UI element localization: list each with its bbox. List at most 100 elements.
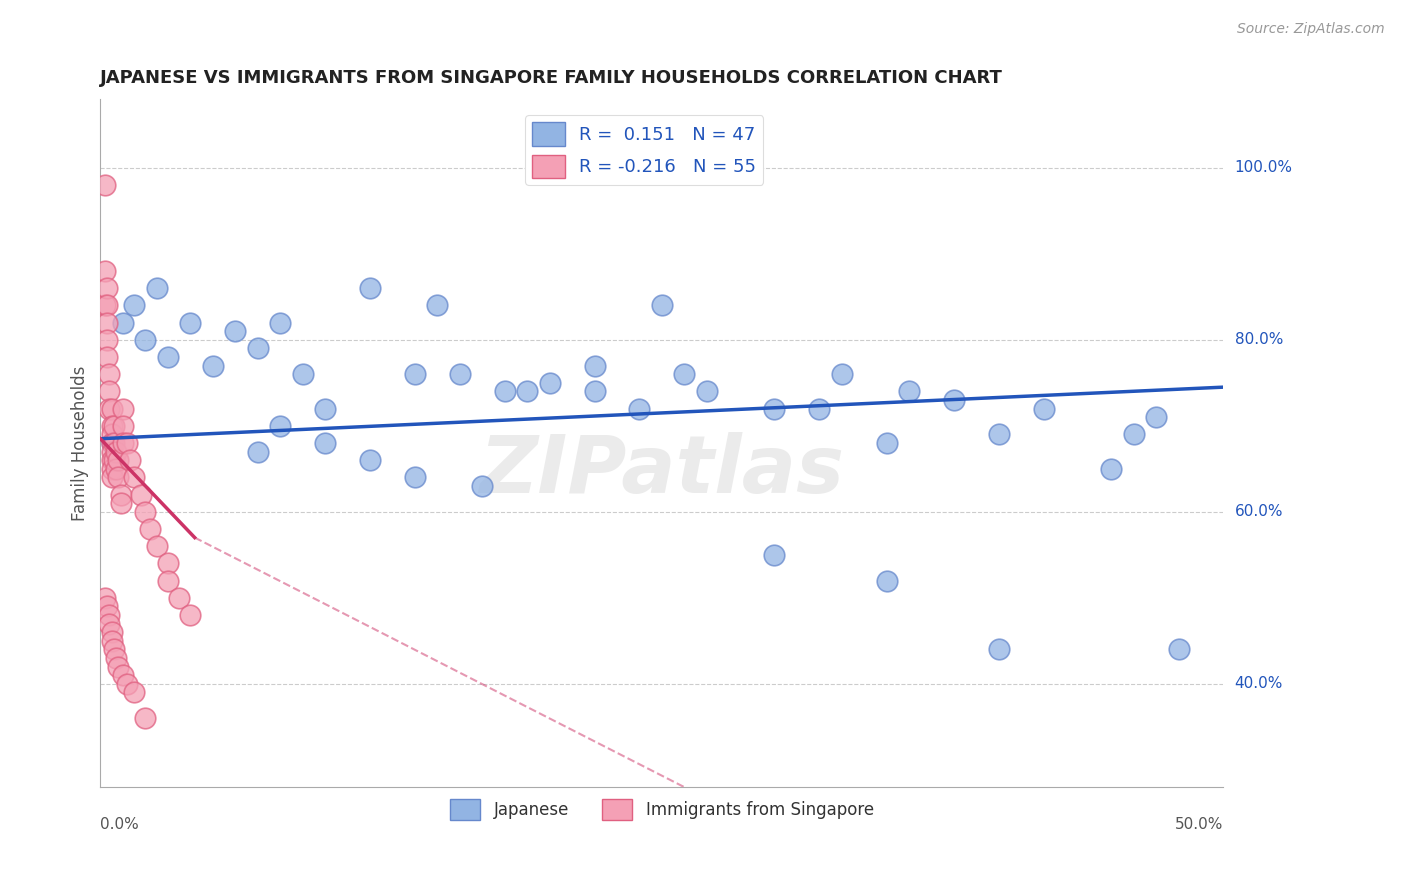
Point bbox=[876, 436, 898, 450]
Point bbox=[494, 384, 516, 399]
Point bbox=[96, 281, 118, 295]
Point bbox=[105, 462, 128, 476]
Point bbox=[111, 401, 134, 416]
Point bbox=[426, 298, 449, 312]
Text: 50.0%: 50.0% bbox=[1175, 817, 1223, 832]
Point bbox=[98, 401, 121, 416]
Text: 80.0%: 80.0% bbox=[1234, 333, 1282, 347]
Point bbox=[96, 316, 118, 330]
Point bbox=[1167, 642, 1189, 657]
Point bbox=[359, 453, 381, 467]
Point bbox=[246, 444, 269, 458]
Point bbox=[107, 453, 129, 467]
Point bbox=[167, 591, 190, 605]
Point bbox=[359, 281, 381, 295]
Point bbox=[449, 368, 471, 382]
Point bbox=[96, 333, 118, 347]
Point bbox=[100, 633, 122, 648]
Point bbox=[471, 479, 494, 493]
Point bbox=[1144, 410, 1167, 425]
Point bbox=[100, 453, 122, 467]
Point bbox=[145, 281, 167, 295]
Point bbox=[96, 350, 118, 364]
Point bbox=[94, 298, 117, 312]
Point bbox=[100, 462, 122, 476]
Point bbox=[134, 505, 156, 519]
Point bbox=[538, 376, 561, 390]
Point bbox=[516, 384, 538, 399]
Text: 40.0%: 40.0% bbox=[1234, 676, 1282, 691]
Point bbox=[117, 676, 139, 690]
Text: 100.0%: 100.0% bbox=[1234, 161, 1292, 176]
Point bbox=[98, 616, 121, 631]
Y-axis label: Family Households: Family Households bbox=[72, 366, 89, 521]
Point bbox=[763, 401, 786, 416]
Point bbox=[898, 384, 921, 399]
Point bbox=[100, 418, 122, 433]
Point bbox=[987, 642, 1010, 657]
Point bbox=[100, 625, 122, 640]
Point bbox=[696, 384, 718, 399]
Point bbox=[831, 368, 853, 382]
Point bbox=[129, 487, 152, 501]
Point bbox=[117, 436, 139, 450]
Point bbox=[404, 470, 426, 484]
Point bbox=[876, 574, 898, 588]
Point bbox=[111, 436, 134, 450]
Point bbox=[987, 427, 1010, 442]
Point bbox=[1099, 462, 1122, 476]
Text: JAPANESE VS IMMIGRANTS FROM SINGAPORE FAMILY HOUSEHOLDS CORRELATION CHART: JAPANESE VS IMMIGRANTS FROM SINGAPORE FA… bbox=[100, 69, 1004, 87]
Point bbox=[269, 316, 291, 330]
Point bbox=[1122, 427, 1144, 442]
Legend: Japanese, Immigrants from Singapore: Japanese, Immigrants from Singapore bbox=[443, 792, 880, 827]
Point bbox=[583, 384, 606, 399]
Point bbox=[111, 316, 134, 330]
Point bbox=[673, 368, 696, 382]
Point bbox=[291, 368, 314, 382]
Point bbox=[808, 401, 831, 416]
Point bbox=[122, 685, 145, 699]
Point bbox=[134, 711, 156, 725]
Text: ZIPatlas: ZIPatlas bbox=[479, 432, 845, 509]
Point bbox=[179, 316, 201, 330]
Point bbox=[246, 342, 269, 356]
Point bbox=[98, 384, 121, 399]
Point bbox=[1032, 401, 1054, 416]
Point bbox=[105, 444, 128, 458]
Point bbox=[583, 359, 606, 373]
Point bbox=[107, 470, 129, 484]
Point bbox=[763, 548, 786, 562]
Point bbox=[269, 418, 291, 433]
Point bbox=[145, 539, 167, 553]
Point bbox=[94, 178, 117, 193]
Point bbox=[224, 324, 246, 338]
Point bbox=[96, 599, 118, 614]
Point bbox=[100, 470, 122, 484]
Point bbox=[98, 368, 121, 382]
Point bbox=[103, 642, 125, 657]
Point bbox=[122, 298, 145, 312]
Point bbox=[111, 418, 134, 433]
Point bbox=[110, 487, 132, 501]
Point bbox=[314, 436, 336, 450]
Point bbox=[404, 368, 426, 382]
Text: Source: ZipAtlas.com: Source: ZipAtlas.com bbox=[1237, 22, 1385, 37]
Point bbox=[139, 522, 162, 536]
Point bbox=[107, 659, 129, 673]
Point bbox=[105, 651, 128, 665]
Point bbox=[100, 401, 122, 416]
Point bbox=[651, 298, 673, 312]
Point bbox=[103, 436, 125, 450]
Point bbox=[98, 607, 121, 622]
Point bbox=[314, 401, 336, 416]
Point bbox=[96, 298, 118, 312]
Point bbox=[156, 557, 179, 571]
Point bbox=[942, 392, 965, 407]
Point bbox=[100, 444, 122, 458]
Point bbox=[201, 359, 224, 373]
Point bbox=[100, 436, 122, 450]
Point bbox=[122, 470, 145, 484]
Point bbox=[100, 427, 122, 442]
Text: 60.0%: 60.0% bbox=[1234, 504, 1284, 519]
Point bbox=[134, 333, 156, 347]
